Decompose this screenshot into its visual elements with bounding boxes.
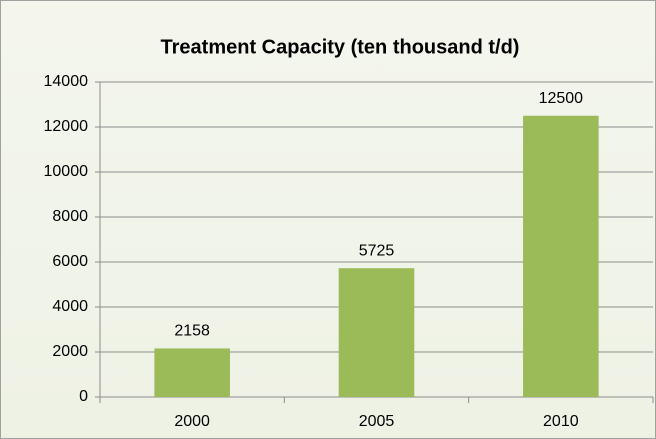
y-tick-label: 6000 [52, 253, 88, 270]
data-label: 5725 [359, 242, 395, 259]
bar [338, 268, 415, 397]
y-tick-label: 4000 [52, 298, 88, 315]
data-label: 12500 [539, 90, 584, 107]
y-tick-label: 2000 [52, 343, 88, 360]
y-tick-label: 8000 [52, 208, 88, 225]
y-tick-label: 0 [79, 388, 88, 405]
y-tick-label: 10000 [44, 163, 89, 180]
chart-title: Treatment Capacity (ten thousand t/d) [161, 36, 520, 58]
bar [523, 115, 599, 397]
x-tick-label: 2010 [543, 413, 579, 430]
y-tick-label: 12000 [44, 118, 89, 135]
x-tick-label: 2000 [174, 413, 210, 430]
bar [154, 348, 230, 397]
data-label: 2158 [174, 323, 210, 340]
x-tick-label: 2005 [359, 413, 395, 430]
y-tick-label: 14000 [44, 73, 89, 90]
